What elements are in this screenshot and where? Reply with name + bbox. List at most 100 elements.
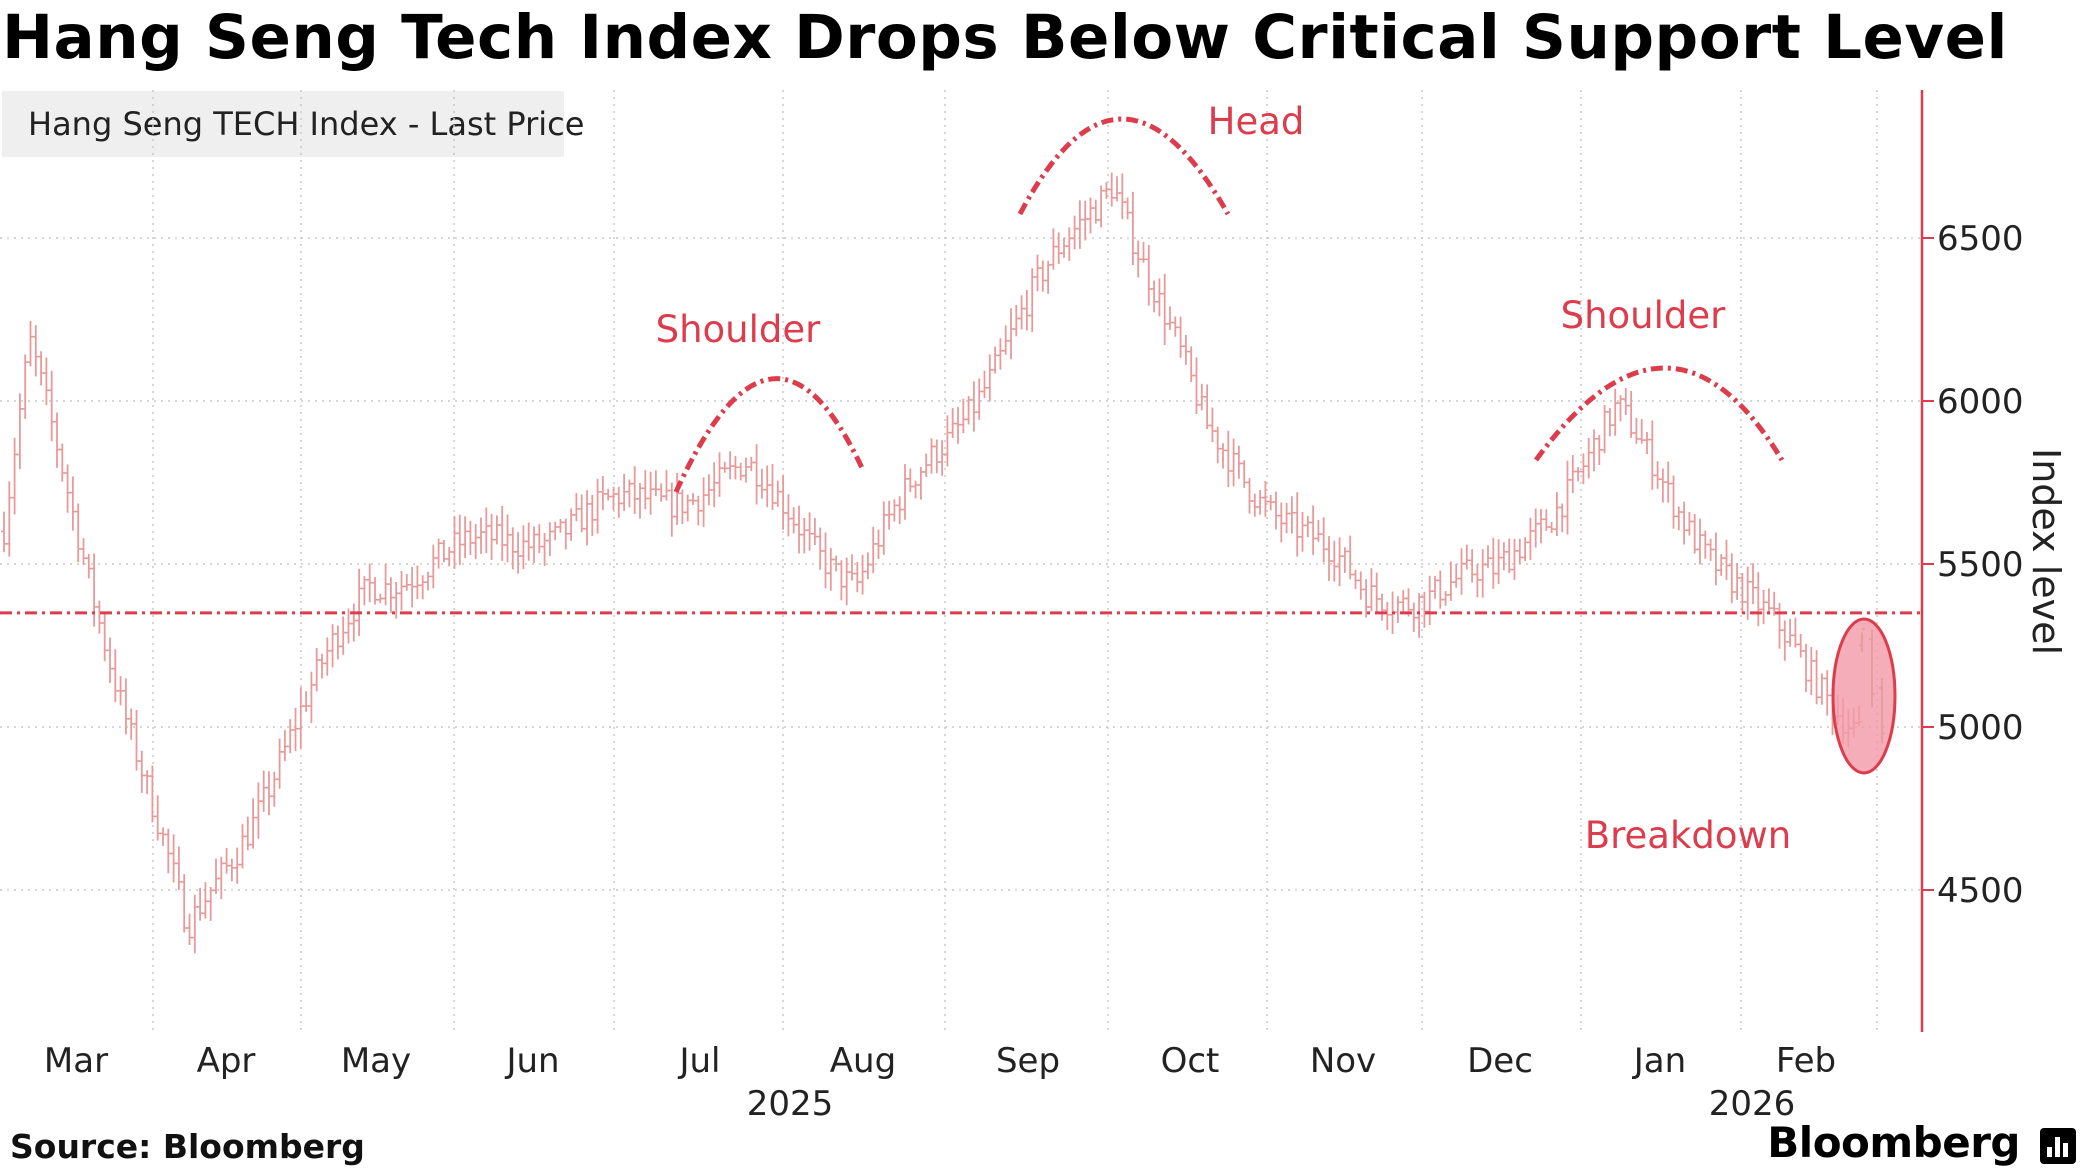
ohlc-bar [38,351,45,386]
annotation-breakdown: Breakdown [1585,814,1791,857]
ohlc-bar [790,507,797,534]
ohlc-bar [1172,316,1179,337]
ohlc-bar [827,547,834,591]
ohlc-bar [684,494,691,522]
ohlc-bar [96,600,103,634]
annotation-head: Head [1208,100,1305,143]
ohlc-bar [1612,388,1619,436]
ohlc-bar [1686,511,1693,536]
ohlc-bar [372,577,378,605]
ohlc-bar [1108,172,1115,207]
ohlc-bar [43,357,50,406]
ohlc-bar [562,518,569,550]
ohlc-bar [11,437,18,515]
ohlc-bar [197,887,204,921]
ohlc-bar [621,473,628,511]
ohlc-bar [175,846,182,891]
ohlc-bar [711,462,718,508]
ohlc-bar [59,443,66,482]
ohlc-bar [403,574,410,591]
ohlc-bar [939,440,946,476]
ohlc-bar [435,538,442,569]
ohlc-bar [1617,395,1624,422]
ohlc-bar [451,516,458,569]
ohlc-bar [234,847,241,884]
ohlc-bar [589,494,596,536]
ohlc-bar [637,483,643,519]
ohlc-bar [1638,419,1645,444]
x-tick-label: Mar [44,1041,108,1081]
ohlc-bar [1803,643,1809,693]
breakdown-bar [1869,629,1875,708]
ohlc-bar [1601,404,1608,454]
ohlc-bar [1129,191,1136,266]
ohlc-bar [658,483,665,502]
ohlc-bar [1818,673,1825,705]
ohlc-bar [1214,426,1221,464]
ohlc-bar [1485,545,1491,568]
ohlc-bar [1188,346,1195,382]
y-tick-label: 6500 [1937,219,2024,259]
ohlc-bar [520,525,527,569]
ohlc-bar [228,858,235,882]
ohlc-bar [255,782,262,839]
ohlc-bar [1225,430,1232,488]
ohlc-bar [1479,549,1486,598]
ohlc-bar [541,533,548,566]
y-axis-title: Index level [2024,448,2068,655]
ohlc-bar [912,480,919,499]
ohlc-bar [1167,306,1173,330]
ohlc-bar [462,516,469,559]
ohlc-bar [1161,273,1168,345]
ohlc-bar [1288,496,1295,534]
ohlc-bar [573,493,580,522]
ohlc-bar [817,527,824,570]
ohlc-bar [382,563,389,606]
ohlc-bar [1098,185,1105,228]
ohlc-bar [631,466,638,514]
ohlc-bar [732,455,739,480]
ohlc-bar [997,338,1004,370]
ohlc-bar [695,495,702,526]
ohlc-bar [472,524,479,560]
ohlc-bar [690,493,696,505]
ohlc-bar [1013,305,1020,337]
ohlc-bar [387,577,394,613]
ohlc-bar [753,444,760,505]
ohlc-bar [488,513,495,561]
ohlc-bar [854,562,861,593]
ohlc-bar [1760,589,1767,625]
ohlc-bar [1659,468,1666,503]
ohlc-bar [1198,383,1205,411]
ohlc-bar [1744,566,1751,620]
ohlc-bar [128,708,135,740]
ohlc-bar [917,467,924,500]
ohlc-bar [1400,590,1407,614]
gridlines [0,90,1922,1032]
ohlc-bar [1156,278,1163,317]
ohlc-bar [1702,530,1709,559]
ohlc-bar [350,603,357,642]
x-tick-label: Sep [996,1041,1060,1081]
ohlc-bar [785,494,792,537]
ohlc-bar [663,470,670,501]
ohlc-bar [1294,492,1301,557]
ohlc-bar [133,710,140,771]
ohlc-bar [213,858,219,894]
ohlc-bar [615,486,622,518]
ohlc-bar [1140,241,1147,263]
ohlc-bar [960,398,967,434]
ohlc-bar [568,508,575,541]
y-tick-label: 4500 [1937,871,2024,911]
ohlc-bar [1326,536,1332,581]
ohlc-bar [1379,593,1385,621]
ohlc-bar [880,501,887,555]
ohlc-bar [764,465,771,508]
left-shoulder-arc [673,376,865,494]
ohlc-bar [546,522,553,557]
ohlc-bar [1824,670,1831,716]
ohlc-bar [1506,538,1513,573]
ohlc-bar [170,834,177,883]
ohlc-bar [642,470,649,510]
